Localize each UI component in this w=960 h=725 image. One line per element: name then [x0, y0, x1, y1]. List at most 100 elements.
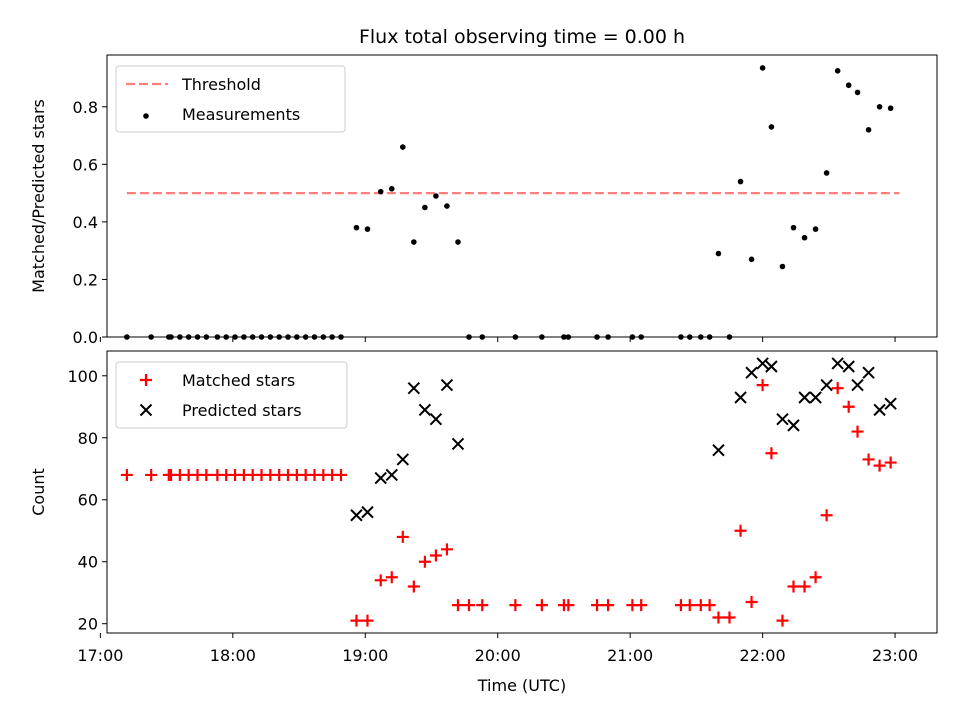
- measurement-point: [311, 334, 318, 340]
- measurement-point: [865, 127, 872, 133]
- legend-predicted-swatch: [139, 403, 153, 417]
- measurement-point: [353, 224, 360, 231]
- predicted-star-marker: [787, 419, 800, 432]
- measurement-point: [168, 334, 174, 340]
- measurement-point: [594, 334, 600, 340]
- measurement-point: [748, 256, 755, 263]
- predicted-star-marker: [862, 366, 875, 379]
- measurement-point: [834, 68, 841, 74]
- top-panel: 0.0 0.2 0.4 0.6 0.8 Matched/Predicted stars Th…: [29, 54, 938, 347]
- matched-star-marker: [509, 599, 522, 612]
- predicted-star-marker: [842, 360, 855, 373]
- x-tick-label: 22:00: [740, 646, 786, 665]
- measurement-point: [320, 334, 327, 340]
- legend-label: Measurements: [182, 105, 300, 124]
- legend: Matched stars Predicted stars: [115, 361, 348, 429]
- matched-star-marker: [350, 614, 363, 627]
- measurement-point: [455, 239, 461, 245]
- measurement-point: [411, 239, 417, 245]
- series-predicted-stars: [350, 357, 897, 522]
- y-tick-label: 0.4: [73, 213, 98, 232]
- predicted-star-marker: [756, 357, 769, 370]
- measurement-point: [185, 334, 192, 340]
- measurement-point: [539, 334, 545, 340]
- measurement-point: [364, 226, 371, 232]
- matched-star-marker: [712, 611, 725, 624]
- measurement-point: [285, 334, 291, 340]
- matched-star-marker: [361, 614, 374, 627]
- predicted-star-marker: [831, 357, 844, 370]
- bottom-panel: 20 40 60 80 100 17:00 18:00 19:00 20:00 21:00 22:0…: [29, 350, 938, 695]
- measurement-point: [294, 334, 300, 340]
- measurement-point: [203, 334, 210, 340]
- matched-star-marker: [809, 571, 822, 584]
- predicted-star-marker: [350, 509, 363, 522]
- measurement-point: [232, 334, 238, 340]
- measurement-point: [678, 334, 684, 340]
- predicted-star-marker: [451, 437, 465, 451]
- matched-star-marker: [851, 425, 864, 438]
- measurement-point: [512, 334, 519, 340]
- measurement-point: [249, 334, 256, 340]
- matched-star-marker: [635, 599, 648, 612]
- y-tick-label: 40: [78, 553, 98, 572]
- matched-star-marker: [476, 599, 489, 612]
- matched-star-marker: [374, 574, 387, 587]
- matched-star-marker: [145, 468, 158, 481]
- matched-star-marker: [407, 580, 420, 593]
- measurement-point: [854, 89, 861, 96]
- measurement-point: [768, 124, 775, 130]
- measurement-point: [194, 334, 201, 340]
- matched-star-marker: [200, 468, 213, 481]
- matched-star-marker: [862, 453, 875, 466]
- legend-label: Threshold: [181, 75, 261, 94]
- predicted-star-marker: [429, 412, 443, 426]
- y-tick-label: 100: [67, 367, 98, 386]
- predicted-star-marker: [734, 391, 747, 404]
- measurement-point: [214, 334, 221, 340]
- measurement-point: [258, 334, 265, 340]
- predicted-star-marker: [385, 468, 398, 482]
- measurement-point: [629, 334, 636, 340]
- measurement-point: [223, 334, 230, 340]
- matched-star-marker: [385, 571, 398, 584]
- y-tick-label: 80: [78, 429, 98, 448]
- measurement-point: [823, 170, 830, 176]
- measurement-point: [737, 178, 744, 185]
- predicted-star-marker: [745, 366, 758, 379]
- legend-label: Predicted stars: [182, 401, 302, 420]
- y-tick-label: 0.8: [73, 98, 98, 117]
- legend-box: [115, 361, 348, 429]
- predicted-star-marker: [407, 381, 421, 395]
- measurement-point: [466, 334, 472, 340]
- predicted-star-marker: [712, 443, 725, 457]
- measurement-point: [638, 334, 645, 340]
- measurement-point: [715, 250, 722, 257]
- matched-star-marker: [703, 599, 716, 612]
- matched-star-marker: [562, 599, 575, 612]
- matched-star-marker: [734, 524, 747, 537]
- predicted-star-marker: [440, 378, 454, 392]
- measurement-point: [388, 186, 395, 192]
- measurement-point: [267, 334, 274, 340]
- y-tick-label: 0.0: [73, 328, 98, 347]
- matched-star-marker: [787, 580, 800, 593]
- axes-frame: [106, 350, 938, 634]
- predicted-star-marker: [884, 397, 897, 410]
- x-tick-label: 19:00: [342, 646, 388, 665]
- measurement-point: [790, 224, 797, 231]
- measurement-point: [241, 334, 247, 340]
- matched-star-marker: [440, 543, 453, 556]
- legend-matched-swatch: [140, 374, 152, 386]
- predicted-star-marker: [873, 403, 886, 417]
- measurement-point: [433, 193, 439, 199]
- matched-star-marker: [396, 530, 409, 543]
- y-tick-label: 60: [78, 491, 98, 510]
- measurement-point: [565, 334, 572, 340]
- y-axis-label: Matched/Predicted stars: [29, 99, 48, 293]
- chart-title: Flux total observing time = 0.00 h: [359, 26, 685, 48]
- measurement-point: [177, 334, 183, 340]
- matched-star-marker: [723, 611, 736, 624]
- matched-star-marker: [602, 599, 615, 612]
